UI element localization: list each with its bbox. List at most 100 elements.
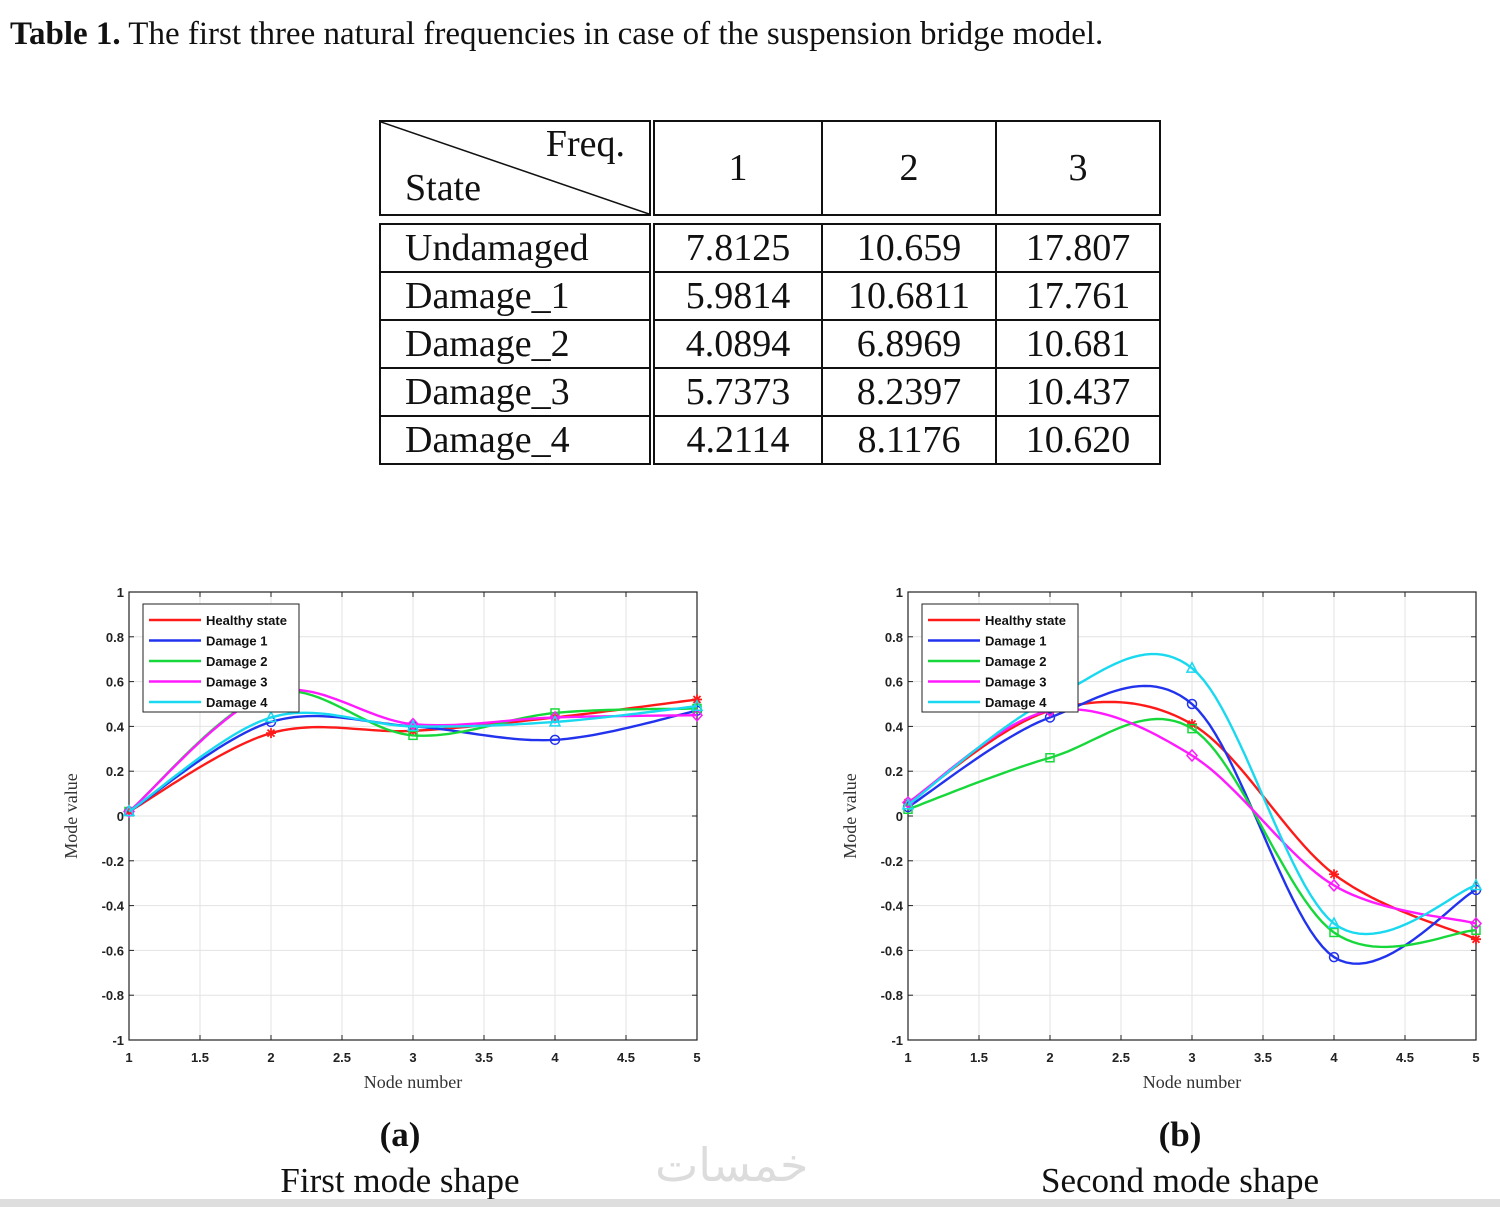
state-cell: Damage_3 bbox=[379, 367, 653, 417]
y-tick-label: -0.2 bbox=[102, 854, 124, 869]
y-tick-label: -0.6 bbox=[102, 943, 124, 958]
data-point bbox=[690, 699, 704, 711]
table-row: Damage_2 4.0894 6.8969 10.681 bbox=[379, 319, 1161, 369]
data-point bbox=[264, 710, 278, 723]
header-separator bbox=[380, 214, 1160, 225]
table-header-row: Freq. State 1 2 3 bbox=[379, 120, 1161, 216]
header-corner-cell: Freq. State bbox=[379, 120, 653, 216]
data-point bbox=[1329, 869, 1339, 880]
y-tick-label: 1 bbox=[117, 585, 124, 600]
x-tick-label: 1.5 bbox=[191, 1050, 209, 1065]
caption-text: The first three natural frequencies in c… bbox=[120, 16, 1104, 52]
y-tick-label: 0.8 bbox=[106, 630, 124, 645]
x-tick-label: 5 bbox=[1472, 1050, 1479, 1065]
column-header: 1 bbox=[649, 120, 823, 216]
header-state-label: State bbox=[405, 167, 481, 209]
table-cell: 10.620 bbox=[995, 415, 1161, 465]
data-point bbox=[690, 708, 704, 722]
data-point bbox=[1328, 951, 1340, 963]
table-cell: 6.8969 bbox=[821, 319, 997, 369]
chart-a: 1 1.5 2 2.5 3 3.5 4 4.5 5 -1 -0.8 -0.6 -0.4 -0.2 0 0.2 0… bbox=[61, 585, 704, 1092]
series-line bbox=[907, 684, 1477, 965]
data-point bbox=[406, 719, 420, 732]
legend-entry: Healthy state bbox=[985, 613, 1066, 628]
header-freq-label: Freq. bbox=[545, 123, 625, 165]
data-point bbox=[1187, 723, 1197, 734]
x-tick-label: 2 bbox=[1046, 1050, 1053, 1065]
table-cell: 7.8125 bbox=[649, 223, 823, 273]
y-axis-label: Mode value bbox=[840, 773, 860, 858]
legend-box bbox=[142, 603, 300, 713]
data-point bbox=[1327, 916, 1341, 929]
y-tick-label: 0.6 bbox=[106, 675, 124, 690]
table-cell: 4.2114 bbox=[649, 415, 823, 465]
state-cell: Damage_4 bbox=[379, 415, 653, 465]
header-diagonal-line bbox=[381, 122, 650, 214]
legend-entry: Damage 2 bbox=[206, 654, 267, 669]
data-point bbox=[408, 730, 418, 741]
table-cell: 10.6811 bbox=[821, 271, 997, 321]
legend-entry: Damage 4 bbox=[206, 695, 268, 710]
y-tick-label: 0.6 bbox=[885, 675, 903, 690]
caption-label: Table 1. bbox=[10, 16, 121, 52]
data-point bbox=[1327, 878, 1341, 893]
x-tick-label: 5 bbox=[693, 1050, 700, 1065]
legend-entry: Damage 3 bbox=[206, 675, 267, 690]
table-row: Damage_4 4.2114 8.1176 10.620 bbox=[379, 415, 1161, 465]
chart-b: 1 1.5 2 2.5 3 3.5 4 4.5 5 -1 -0.8 -0.6 -0.4 -0.2 0 0.2 0… bbox=[840, 585, 1483, 1092]
y-tick-label: 0.2 bbox=[106, 764, 124, 779]
x-tick-label: 3 bbox=[1188, 1050, 1195, 1065]
x-tick-label: 1.5 bbox=[970, 1050, 988, 1065]
y-tick-label: 1 bbox=[896, 585, 903, 600]
table-cell: 4.0894 bbox=[649, 319, 823, 369]
table-cell: 17.807 bbox=[995, 223, 1161, 273]
data-point bbox=[124, 806, 134, 817]
y-tick-label: 0.4 bbox=[885, 719, 904, 734]
x-tick-label: 4.5 bbox=[617, 1050, 635, 1065]
y-axis-label: Mode value bbox=[61, 773, 81, 858]
table-cell: 10.437 bbox=[995, 367, 1161, 417]
y-tick-label: 0.8 bbox=[885, 630, 903, 645]
x-axis-label: Node number bbox=[364, 1072, 462, 1092]
table-caption: Table 1. The first three natural frequen… bbox=[10, 12, 1490, 56]
chart-a-title: First mode shape bbox=[280, 1161, 520, 1200]
legend-entry: Damage 1 bbox=[206, 634, 267, 649]
data-point bbox=[1471, 934, 1481, 945]
plot-frame bbox=[907, 591, 1477, 1041]
series-line bbox=[128, 705, 698, 813]
chart-b-panel-label: (b) bbox=[1158, 1115, 1202, 1154]
x-tick-label: 3.5 bbox=[1254, 1050, 1272, 1065]
y-tick-label: -1 bbox=[891, 1033, 903, 1048]
data-point bbox=[901, 797, 915, 810]
data-point bbox=[266, 728, 276, 739]
data-point bbox=[1329, 927, 1339, 938]
table-row: Damage_1 5.9814 10.6811 17.761 bbox=[379, 271, 1161, 321]
table-row: Damage_3 5.7373 8.2397 10.437 bbox=[379, 367, 1161, 417]
column-header: 2 bbox=[821, 120, 997, 216]
data-point bbox=[549, 734, 561, 746]
x-tick-label: 2.5 bbox=[1112, 1050, 1130, 1065]
legend-entry: Damage 1 bbox=[985, 634, 1046, 649]
y-tick-label: -0.8 bbox=[102, 988, 124, 1003]
x-tick-label: 3.5 bbox=[475, 1050, 493, 1065]
data-point bbox=[1471, 925, 1481, 935]
x-axis-label: Node number bbox=[1143, 1072, 1241, 1092]
data-point bbox=[122, 804, 136, 817]
y-tick-label: 0 bbox=[896, 809, 903, 824]
frequency-table: Freq. State 1 2 3 Undamaged 7.8125 10.65… bbox=[379, 120, 1161, 465]
chart-a-panel-label: (a) bbox=[379, 1115, 421, 1154]
state-cell: Damage_2 bbox=[379, 319, 653, 369]
series-line bbox=[907, 707, 1477, 925]
legend-entry: Damage 2 bbox=[985, 654, 1046, 669]
data-point bbox=[1186, 698, 1198, 710]
x-tick-label: 4 bbox=[1330, 1050, 1338, 1065]
chart-b-title: Second mode shape bbox=[1041, 1161, 1319, 1200]
x-tick-label: 4.5 bbox=[1396, 1050, 1414, 1065]
y-tick-label: -0.4 bbox=[881, 899, 904, 914]
y-tick-label: -1 bbox=[112, 1033, 124, 1048]
y-tick-label: 0.2 bbox=[885, 764, 903, 779]
watermark-logo: خمسات bbox=[655, 1138, 809, 1192]
data-point bbox=[1185, 661, 1199, 673]
x-tick-label: 4 bbox=[551, 1050, 559, 1065]
